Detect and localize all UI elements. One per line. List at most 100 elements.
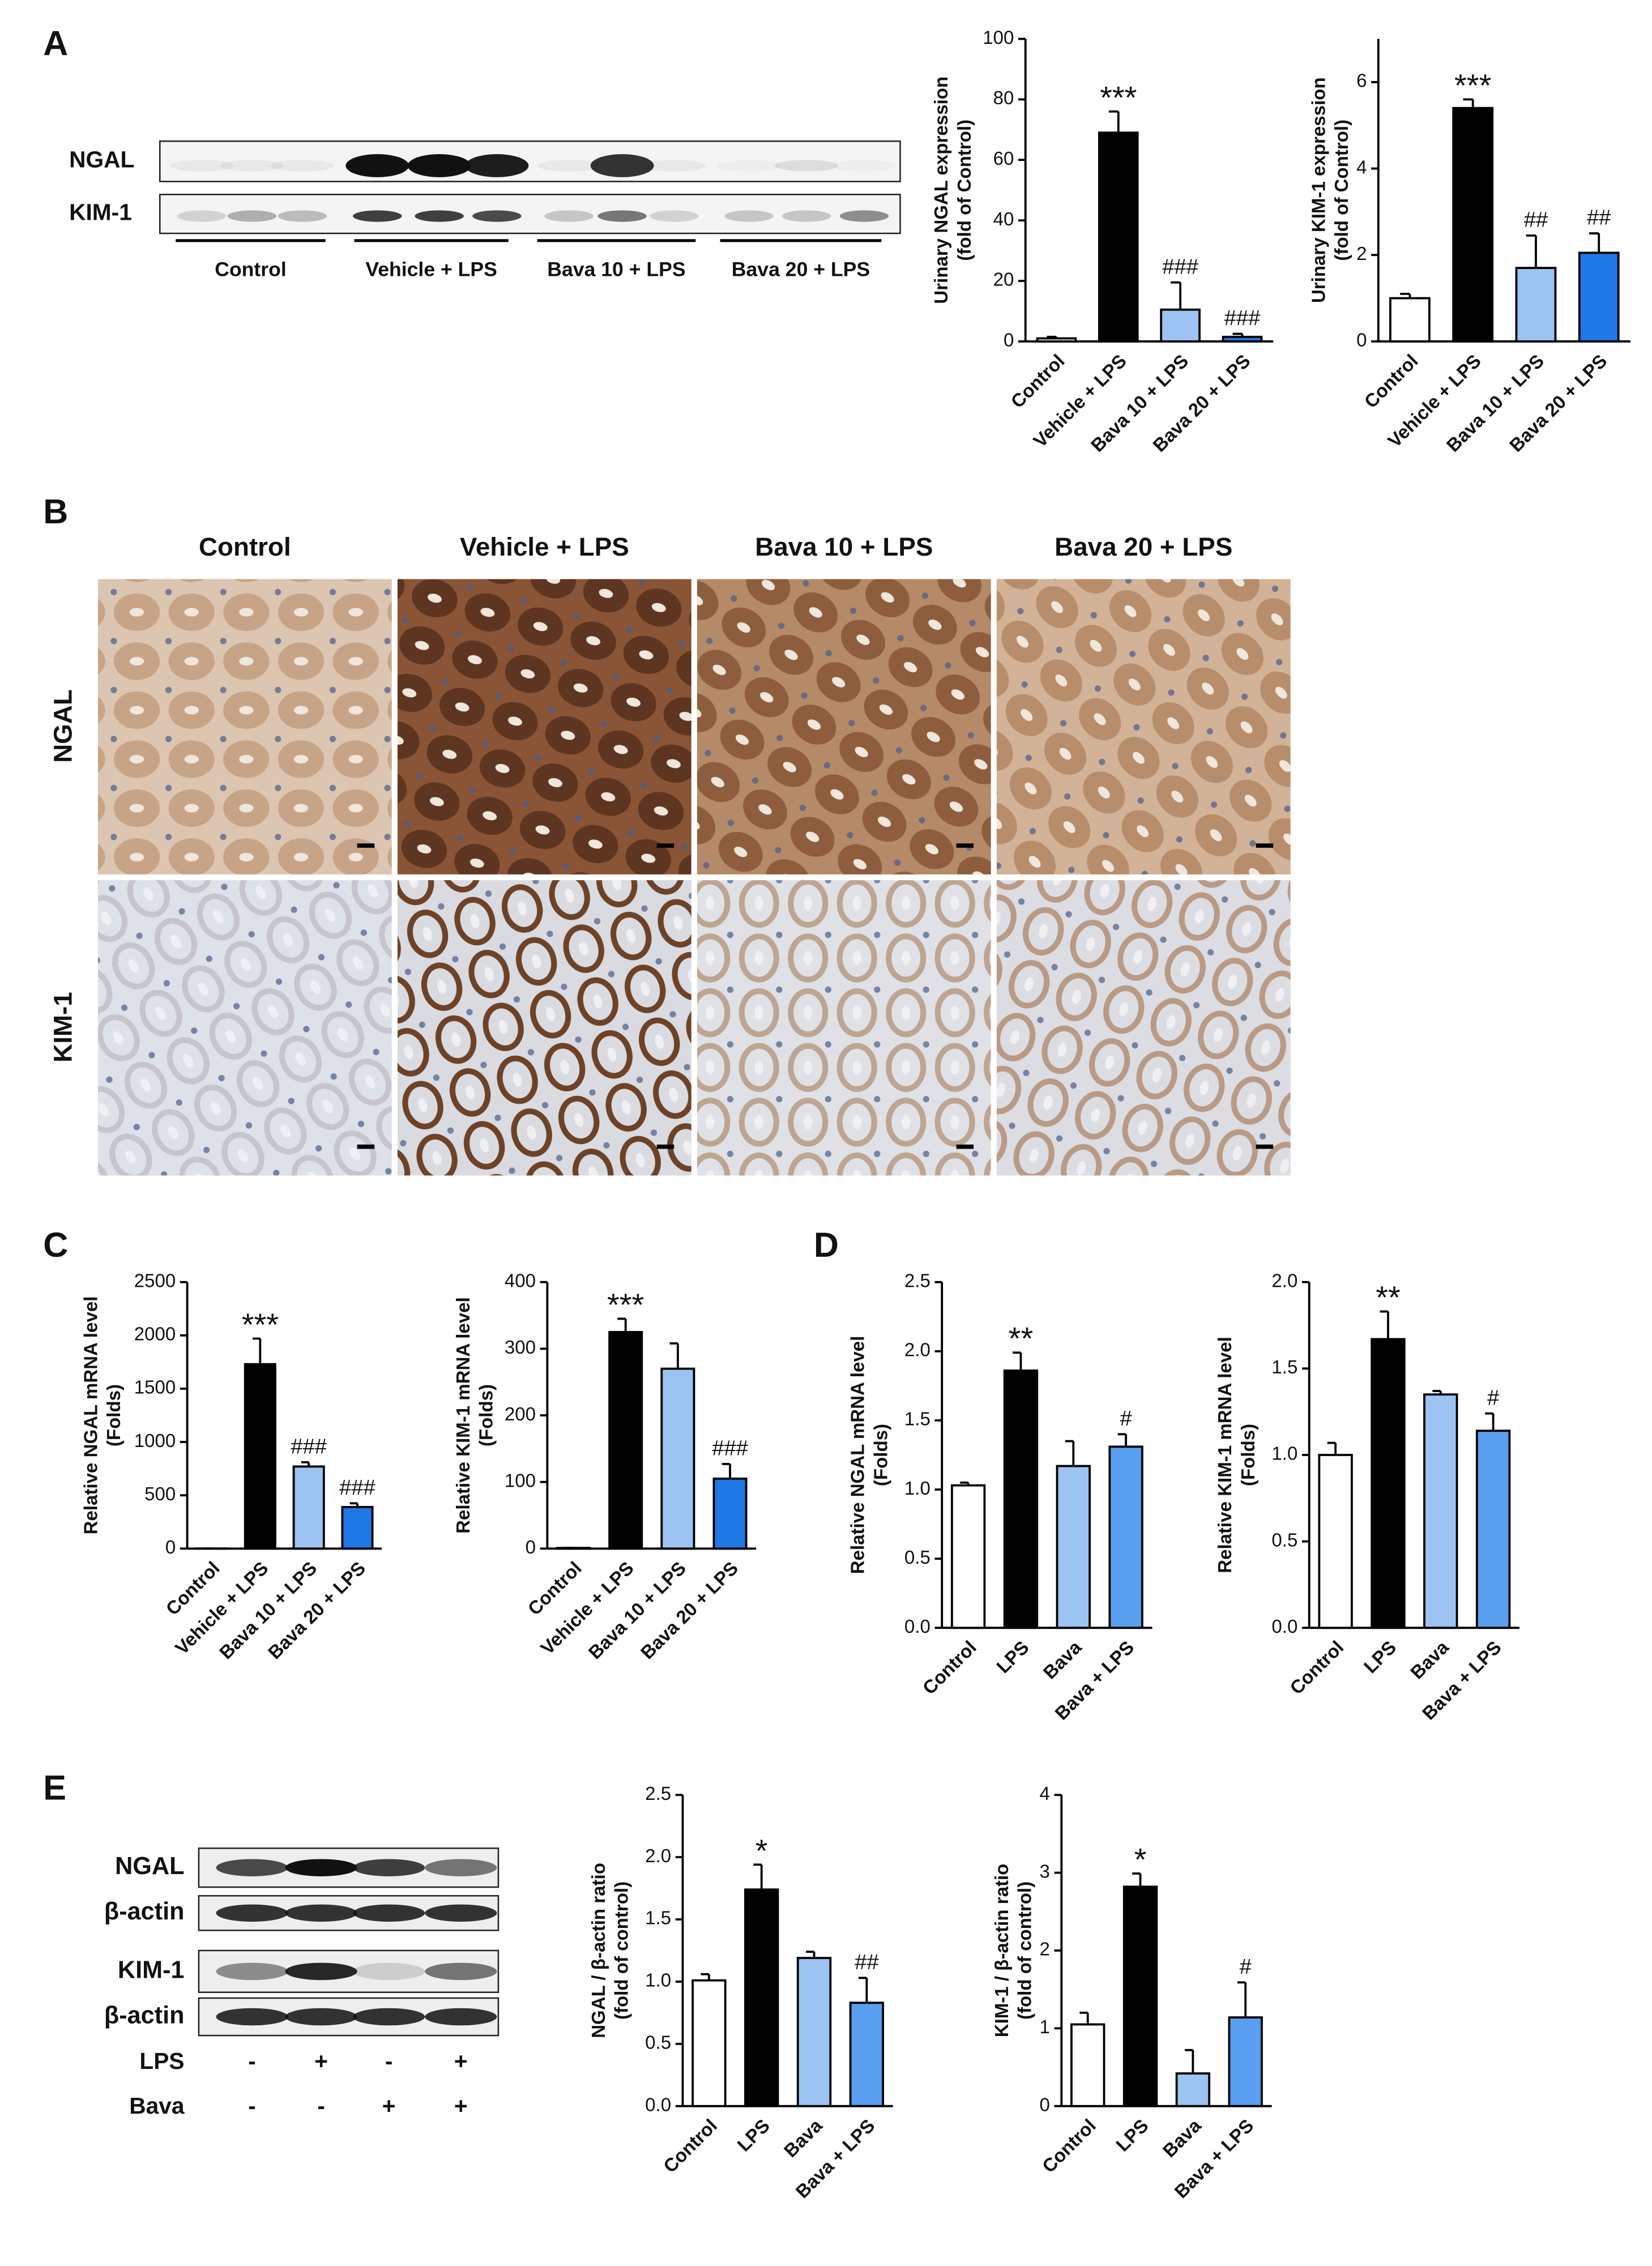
histology-column-label: Bava 10 + LPS (755, 532, 933, 561)
blot-row-label: KIM-1 (118, 1956, 185, 1983)
band (345, 154, 409, 177)
histology-image (697, 579, 991, 874)
histology-column-label: Bava 20 + LPS (1055, 532, 1232, 561)
band (220, 160, 284, 172)
band (472, 210, 522, 222)
histology-image (697, 880, 991, 1176)
bar (660, 1367, 695, 1550)
y-axis-label: (Folds) (104, 1384, 125, 1446)
x-tick-label: Control (919, 1637, 980, 1699)
y-tick-label: 4 (1356, 157, 1367, 178)
band (782, 210, 831, 222)
bar (244, 1363, 276, 1550)
y-tick-label: 1.5 (1271, 1357, 1297, 1378)
significance-label: ** (1376, 1279, 1401, 1315)
blot-row-label: β-actin (104, 2002, 185, 2029)
histology-image (397, 880, 691, 1176)
y-tick-label: 2.5 (904, 1270, 930, 1291)
significance-label: ## (1524, 208, 1548, 232)
y-tick-label: 1.0 (645, 1970, 671, 1991)
bar (1452, 106, 1494, 343)
band (170, 160, 233, 172)
bar (1036, 337, 1077, 343)
y-tick-label: 0 (1004, 330, 1014, 351)
bar (1228, 2016, 1263, 2107)
treatment-label: LPS (139, 2048, 184, 2074)
band (649, 210, 699, 222)
y-axis-label: (Folds) (870, 1424, 891, 1486)
histology-image (97, 579, 392, 874)
y-axis-label: (fold of Control) (1331, 120, 1352, 261)
significance-label: ### (712, 1436, 748, 1461)
bar (1056, 1465, 1091, 1629)
y-tick-label: 1.5 (904, 1409, 930, 1430)
significance-label: ** (1009, 1321, 1034, 1356)
panel-label: A (43, 24, 68, 63)
bar (608, 1331, 643, 1550)
x-tick-label: LPS (993, 1637, 1034, 1678)
treatment-sign: - (248, 2048, 256, 2074)
y-tick-label: 100 (983, 27, 1014, 48)
x-tick-label: LPS (1112, 2115, 1153, 2156)
histology-row-label: KIM-1 (49, 992, 78, 1062)
band (216, 1859, 288, 1876)
bar (849, 2002, 885, 2107)
x-tick-label: Bava 20 + LPS (637, 1558, 742, 1664)
y-tick-label: 20 (993, 270, 1014, 291)
significance-label: *** (607, 1287, 644, 1322)
band (271, 160, 335, 172)
x-tick-label: Control (1286, 1637, 1348, 1699)
y-tick-label: 6 (1356, 71, 1367, 92)
y-axis-label: Urinary NGAL expression (931, 76, 952, 304)
band (353, 1904, 425, 1922)
x-tick-label: Control (1360, 351, 1422, 412)
treatment-sign: - (317, 2093, 325, 2119)
histology-image (996, 579, 1291, 874)
y-axis-label: KIM-1 / β-actin ratio (992, 1864, 1013, 2038)
significance-label: ### (1162, 254, 1198, 279)
histology-column-label: Vehicle + LPS (460, 532, 629, 561)
x-tick-label: Control (660, 2115, 722, 2177)
x-tick-label: Bava (1039, 1637, 1086, 1683)
y-tick-label: 0.0 (1271, 1616, 1297, 1637)
y-tick-label: 500 (144, 1484, 176, 1505)
band (216, 1962, 288, 1981)
band (285, 2008, 357, 2026)
blot-row-label: NGAL (115, 1853, 184, 1880)
histology-image (996, 880, 1291, 1176)
group-label: Vehicle + LPS (365, 258, 497, 281)
bar (744, 1888, 779, 2107)
y-tick-label: 100 (505, 1470, 536, 1491)
band (537, 160, 601, 172)
band (285, 1904, 357, 1922)
y-tick-label: 1000 (134, 1431, 176, 1452)
y-tick-label: 2500 (134, 1270, 176, 1291)
band (839, 210, 889, 222)
y-tick-label: 0.5 (645, 2033, 671, 2054)
treatment-sign: - (385, 2048, 393, 2074)
treatment-sign: - (248, 2093, 256, 2119)
y-tick-label: 2.5 (645, 1783, 671, 1804)
y-tick-label: 0.5 (904, 1547, 930, 1568)
blot-strip (159, 140, 901, 182)
band (724, 210, 774, 222)
bar (1515, 267, 1557, 343)
y-tick-label: 40 (993, 209, 1014, 230)
y-axis-label: (fold of control) (1015, 1881, 1036, 2020)
y-tick-label: 1.0 (1271, 1444, 1297, 1465)
bar (712, 1477, 748, 1550)
significance-label: ## (1587, 206, 1611, 230)
bar (1318, 1454, 1353, 1629)
band (353, 2008, 425, 2026)
y-axis-label: Relative KIM-1 mRNA level (453, 1297, 474, 1534)
band (425, 2008, 497, 2026)
x-tick-label: Bava (1159, 2115, 1205, 2161)
y-axis-label: (Folds) (1238, 1424, 1259, 1486)
band (353, 1859, 425, 1876)
panel-label: B (43, 492, 68, 531)
group-label: Bava 20 + LPS (732, 258, 870, 281)
significance-label: * (755, 1833, 768, 1868)
x-tick-label: Control (1038, 2115, 1100, 2177)
bar (796, 1957, 832, 2107)
